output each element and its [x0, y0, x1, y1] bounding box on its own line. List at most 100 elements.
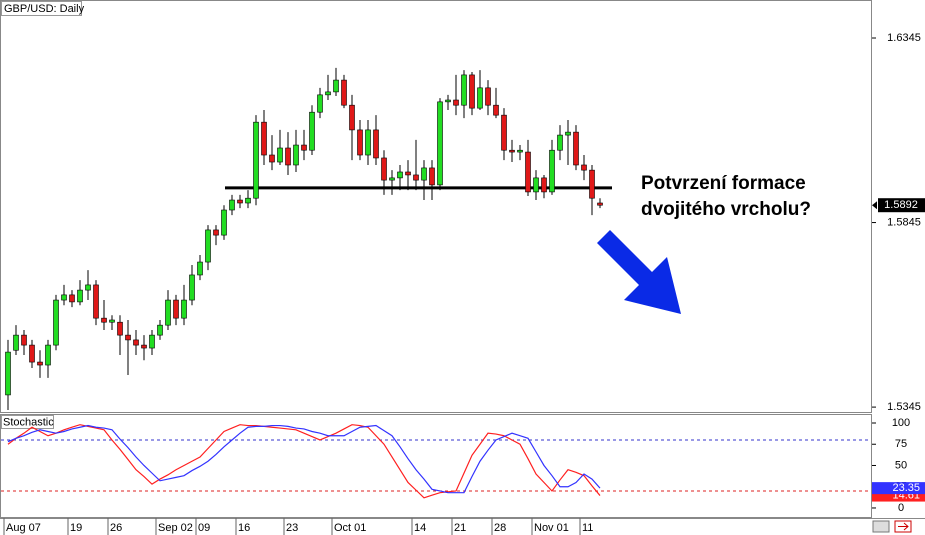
candle-body — [381, 157, 387, 181]
candle-body — [53, 299, 59, 346]
x-tick-label: Nov 01 — [534, 522, 569, 534]
candle-body — [125, 334, 131, 341]
candle-body — [229, 199, 235, 211]
candle-body — [133, 339, 139, 346]
x-tick-label: 19 — [70, 522, 82, 534]
candle-body — [509, 149, 515, 153]
candle-body — [29, 344, 35, 363]
candle-body — [469, 74, 475, 109]
candle-body — [541, 177, 547, 193]
candle-body — [5, 351, 11, 396]
x-tick-label: 23 — [286, 522, 298, 534]
y-tick-label: 1.5845 — [887, 216, 921, 228]
candle-body — [77, 289, 83, 303]
y-tick-label: 1.6345 — [887, 32, 921, 44]
candle-body — [101, 317, 107, 323]
candle-body — [413, 174, 419, 181]
candle-body — [517, 149, 523, 153]
candle-body — [581, 164, 587, 171]
candle-body — [429, 167, 435, 186]
x-tick-label: Oct 01 — [334, 522, 366, 534]
candle-body — [317, 94, 323, 113]
candle-body — [333, 79, 339, 93]
candle-body — [245, 197, 251, 204]
chart-title: GBP/USD: Daily — [4, 3, 85, 15]
last-price-pointer — [872, 201, 877, 210]
candle-body — [173, 299, 179, 319]
candle-body — [573, 131, 579, 166]
candle-body — [85, 284, 91, 291]
candle-body — [213, 229, 219, 236]
candle-body — [45, 344, 51, 366]
candle-body — [389, 177, 395, 181]
stochastic-line — [7, 424, 601, 499]
candle-body — [485, 87, 491, 106]
candle-body — [405, 171, 411, 176]
candle-body — [597, 202, 603, 206]
y-tick-label: 1.5345 — [887, 401, 921, 413]
value-tag — [872, 482, 925, 495]
candle-body — [277, 147, 283, 163]
title-box — [1, 1, 82, 16]
annotation-line: Potvrzení formace — [641, 173, 806, 194]
candle-body — [365, 129, 371, 156]
candle-body — [357, 129, 363, 156]
scroll-icon — [872, 520, 890, 533]
last-price-tag — [878, 198, 925, 213]
candle-body — [373, 129, 379, 159]
x-tick-label: 26 — [110, 522, 122, 534]
candle-body — [149, 334, 155, 349]
x-tick-label: 28 — [494, 522, 506, 534]
y-tick-label: 0 — [898, 502, 904, 514]
candle-body — [501, 114, 507, 151]
candle-body — [205, 229, 211, 263]
candle-body — [309, 111, 315, 151]
candle-body — [461, 74, 467, 106]
candle-body — [261, 121, 267, 156]
candle-body — [109, 319, 115, 323]
candle-body — [349, 104, 355, 131]
last-price-label: 1.5892 — [884, 199, 918, 211]
candle-body — [189, 274, 195, 301]
annotation-line: dvojitého vrcholu? — [641, 199, 811, 220]
candle-body — [477, 87, 483, 109]
candle-body — [237, 199, 243, 204]
value-tag-label: 23.35 — [892, 482, 920, 494]
candle-body — [341, 79, 347, 106]
stochastic-line — [7, 424, 601, 494]
candle-body — [325, 91, 331, 96]
candle-body — [397, 171, 403, 179]
candle-body — [221, 209, 227, 236]
x-tick-label: Aug 07 — [6, 522, 41, 534]
candle-body — [549, 149, 555, 193]
candle-body — [181, 299, 187, 319]
candle-body — [165, 299, 171, 326]
candle-body — [141, 344, 147, 349]
candle-body — [525, 151, 531, 193]
price-panel — [0, 0, 872, 413]
y-tick-label: 75 — [895, 438, 907, 450]
indicator-title-box — [1, 415, 54, 429]
candle-body — [453, 99, 459, 106]
candle-body — [157, 324, 163, 336]
y-tick-label: 50 — [895, 459, 907, 471]
candle-body — [61, 294, 67, 301]
candle-body — [197, 261, 203, 276]
shift-icon-arrow — [898, 522, 909, 531]
candle-body — [13, 334, 19, 351]
x-tick-label: 21 — [454, 522, 466, 534]
candle-body — [37, 361, 43, 366]
candle-body — [557, 134, 563, 151]
candle-body — [293, 144, 299, 166]
candle-body — [21, 334, 27, 346]
candle-body — [253, 121, 259, 199]
candle-body — [285, 147, 291, 166]
y-tick-label: 100 — [892, 417, 910, 429]
x-tick-label: 14 — [414, 522, 426, 534]
x-tick-label: 11 — [582, 522, 593, 534]
candle-body — [93, 284, 99, 319]
candle-body — [437, 101, 443, 186]
candle-body — [533, 177, 539, 193]
